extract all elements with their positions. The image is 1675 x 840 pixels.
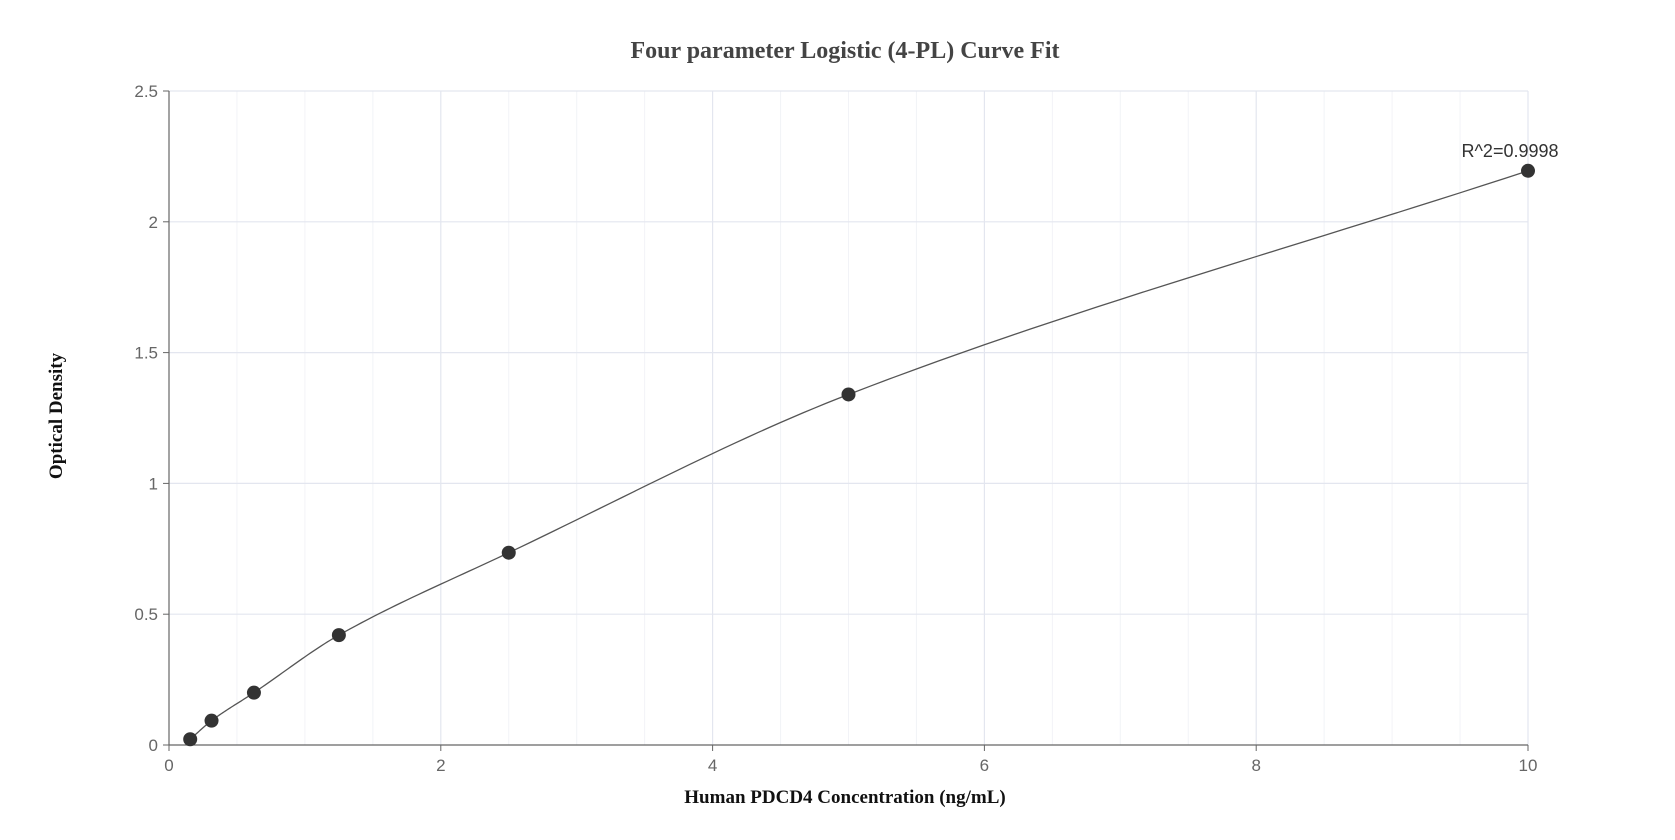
y-tick-label: 2 [149, 213, 158, 232]
chart-title: Four parameter Logistic (4-PL) Curve Fit [630, 38, 1059, 64]
y-axis-ticks: 0 0.5 1 1.5 2 2.5 [134, 82, 169, 755]
data-point [501, 545, 516, 560]
x-tick-label: 0 [164, 756, 173, 775]
fit-curve [189, 170, 1529, 740]
x-tick-label: 10 [1519, 756, 1538, 775]
data-point [246, 685, 261, 700]
data-point [841, 387, 856, 402]
y-tick-label: 0.5 [134, 605, 158, 624]
grid-minor [236, 91, 1461, 745]
y-tick-label: 1 [149, 474, 158, 493]
y-tick-label: 2.5 [134, 82, 158, 101]
y-axis-title: Optical Density [46, 352, 67, 479]
data-point [1521, 163, 1535, 178]
data-point [183, 732, 198, 747]
y-tick-label: 0 [149, 736, 158, 755]
r-squared-annotation: R^2=0.9998 [1461, 141, 1558, 161]
x-tick-label: 6 [980, 756, 989, 775]
data-points [183, 163, 1535, 747]
grid-major [169, 90, 1529, 745]
data-point [331, 628, 346, 643]
x-tick-label: 4 [708, 756, 717, 775]
y-tick-label: 1.5 [134, 344, 158, 363]
x-tick-label: 8 [1251, 756, 1260, 775]
x-axis-ticks: 0 2 4 6 8 10 [164, 745, 1537, 775]
data-point [204, 713, 219, 728]
x-axis-title: Human PDCD4 Concentration (ng/mL) [684, 787, 1005, 808]
x-tick-label: 2 [436, 756, 445, 775]
